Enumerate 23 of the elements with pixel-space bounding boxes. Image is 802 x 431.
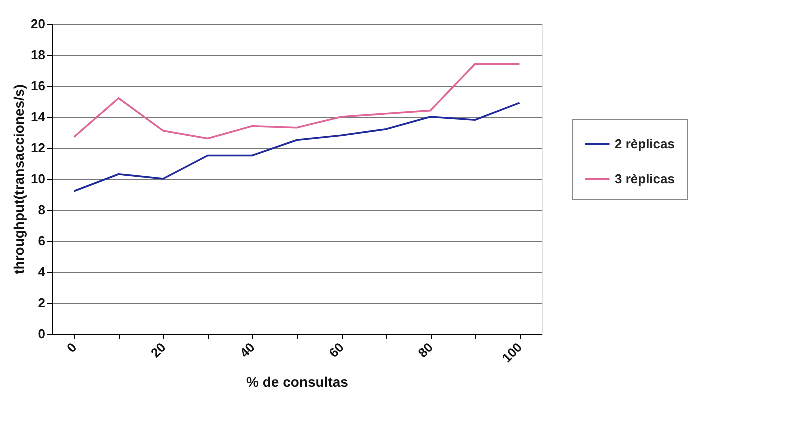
x-tick-label: 40 (237, 340, 258, 361)
y-tick-label: 4 (38, 264, 46, 280)
x-tick-label: 20 (148, 340, 169, 361)
legend-label: 2 rèplicas (615, 136, 675, 152)
y-tick-label: 6 (38, 234, 46, 248)
y-tick-label: 2 (38, 296, 46, 310)
y-tick-label: 14 (31, 110, 46, 124)
y-tick-label: 18 (31, 48, 46, 62)
x-tick-label: 0 (64, 340, 80, 356)
x-tick-label: 80 (415, 340, 436, 361)
y-tick-label: 0 (38, 326, 46, 342)
y-axis-title: throughput(transacciones/s) (11, 84, 28, 274)
line-series (73, 63, 521, 140)
line-series (73, 102, 521, 192)
x-tick-label: 60 (326, 340, 347, 361)
y-tick-label: 16 (31, 78, 46, 94)
y-tick-label: 10 (31, 172, 46, 186)
y-tick-label: 8 (38, 202, 46, 218)
y-tick-label: 12 (31, 140, 46, 156)
x-axis-title: % de consultas (246, 374, 349, 390)
legend-label: 3 rèplicas (615, 172, 675, 186)
x-tick-label: 100 (499, 340, 526, 366)
y-tick-label: 20 (31, 16, 46, 32)
